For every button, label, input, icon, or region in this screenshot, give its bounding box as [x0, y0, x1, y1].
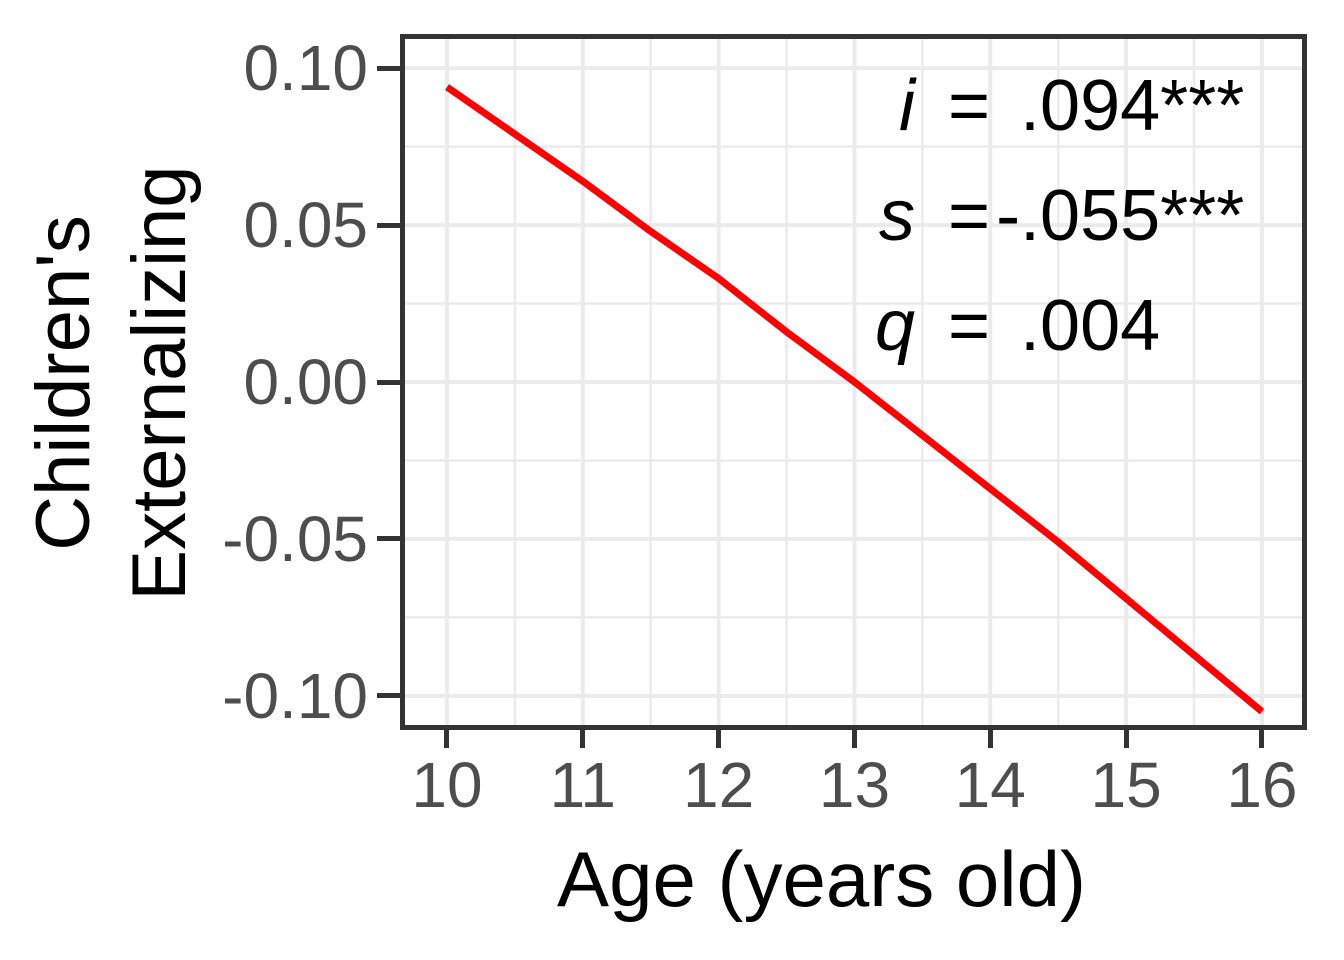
x-axis-tick-label: 12 [683, 749, 755, 821]
stat-annotation-row-intercept: i = .094*** [863, 51, 1244, 161]
y-axis-tick [377, 379, 400, 385]
x-axis-tick [987, 729, 993, 748]
coef-value-slope: .055*** [1020, 176, 1245, 256]
coef-letter-s: s [879, 176, 915, 256]
coef-value-quadratic: .004 [1020, 286, 1161, 366]
fitted-line [445, 84, 1265, 715]
y-axis-title-line-1: Children's [21, 215, 106, 551]
y-axis-tick [377, 222, 400, 228]
coef-sign: - [996, 176, 1021, 256]
plot-panel: i = .094*** s = - .055*** q = .004 [400, 34, 1307, 730]
x-axis-tick [580, 729, 586, 748]
y-axis-title-line-2: Externalizing [117, 165, 202, 601]
x-axis-tick-label: 14 [954, 749, 1026, 821]
y-axis-tick [377, 65, 400, 71]
y-axis-tick-label: -0.05 [222, 502, 368, 575]
coef-letter-i: i [899, 66, 915, 146]
y-axis-tick-label: 0.00 [243, 346, 368, 418]
equals-sign: = [948, 286, 991, 366]
x-axis-tick-label: 13 [818, 749, 891, 821]
plot-area-svg [405, 39, 1302, 725]
x-axis-tick [1259, 729, 1265, 748]
y-axis-tick-label: 0.10 [243, 32, 368, 105]
y-axis-tick [377, 536, 400, 542]
x-axis-tick [1123, 729, 1129, 748]
x-axis-tick [444, 729, 450, 748]
x-axis-tick-label: 16 [1226, 749, 1298, 821]
coef-letter-q: q [874, 286, 915, 366]
x-axis-tick-label: 10 [411, 749, 483, 821]
stat-annotation-row-slope: s = - .055*** [863, 161, 1244, 271]
x-axis-tick [851, 729, 857, 748]
y-axis-tick [377, 693, 400, 699]
y-axis-tick-label: -0.10 [222, 659, 368, 732]
equals-sign: = [948, 66, 991, 146]
stat-annotation-row-quadratic: q = .004 [863, 271, 1244, 381]
equals-sign: = [948, 176, 991, 256]
x-axis-tick-label: 11 [549, 749, 617, 821]
y-axis-title: Children's Externalizing [16, 123, 208, 643]
y-axis-tick-label: 0.05 [243, 189, 368, 262]
x-axis-tick-label: 15 [1090, 749, 1162, 821]
x-axis-tick [716, 729, 722, 748]
coef-value-intercept: .094*** [1020, 66, 1245, 146]
stat-annotation-block: i = .094*** s = - .055*** q = .004 [863, 51, 1244, 381]
x-axis-title: Age (years old) [557, 835, 1086, 923]
